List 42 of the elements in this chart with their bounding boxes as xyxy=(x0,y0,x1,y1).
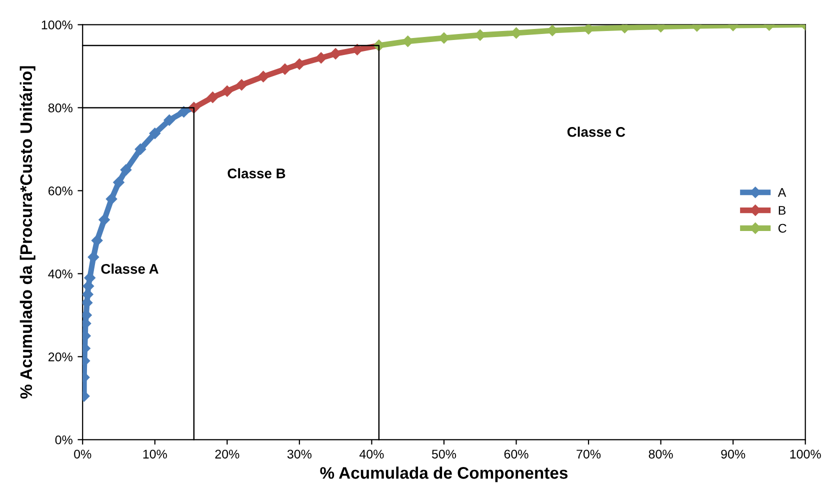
x-tick-label: 70% xyxy=(576,450,601,459)
point xyxy=(84,272,96,284)
y-tick-label: 0% xyxy=(55,435,72,444)
point xyxy=(113,176,124,188)
point xyxy=(294,58,306,70)
x-tick-label: 20% xyxy=(215,450,240,459)
x-tick-label: 50% xyxy=(432,450,456,459)
point xyxy=(120,164,132,176)
point xyxy=(149,128,160,140)
point xyxy=(352,44,363,56)
y-tick-label: 20% xyxy=(48,352,72,362)
x-tick-label: 0% xyxy=(74,450,92,459)
point xyxy=(236,79,248,90)
y-tick-label: 60% xyxy=(48,186,72,196)
point xyxy=(134,144,146,155)
x-tick-label: 90% xyxy=(721,450,746,459)
y-tick-label: 100% xyxy=(42,20,72,30)
legend-label: B xyxy=(778,206,786,215)
y-tick-label: 40% xyxy=(48,269,72,278)
y-axis-title: % Acumulado da [Procura*Custo Unitário] xyxy=(20,66,36,399)
annotation: Classe C xyxy=(567,126,626,137)
x-tick-label: 40% xyxy=(359,450,384,459)
x-tick-label: 80% xyxy=(648,450,673,459)
point xyxy=(207,92,218,103)
annotation: Classe B xyxy=(228,168,286,178)
legend-label: C xyxy=(778,224,786,233)
annotation: Classe A xyxy=(101,264,158,274)
legend-label: A xyxy=(778,188,786,197)
point xyxy=(106,193,118,205)
point xyxy=(316,52,327,64)
x-tick-label: 100% xyxy=(790,450,821,459)
point xyxy=(164,114,175,126)
x-axis-title: % Acumulada de Componentes xyxy=(320,466,568,482)
x-tick-label: 60% xyxy=(504,450,528,459)
point xyxy=(178,106,190,118)
point xyxy=(279,63,291,75)
x-tick-label: 10% xyxy=(143,450,167,459)
point xyxy=(222,85,233,97)
x-tick-label: 30% xyxy=(287,450,312,459)
point xyxy=(98,214,110,226)
point xyxy=(258,70,269,82)
y-tick-label: 80% xyxy=(48,103,72,112)
